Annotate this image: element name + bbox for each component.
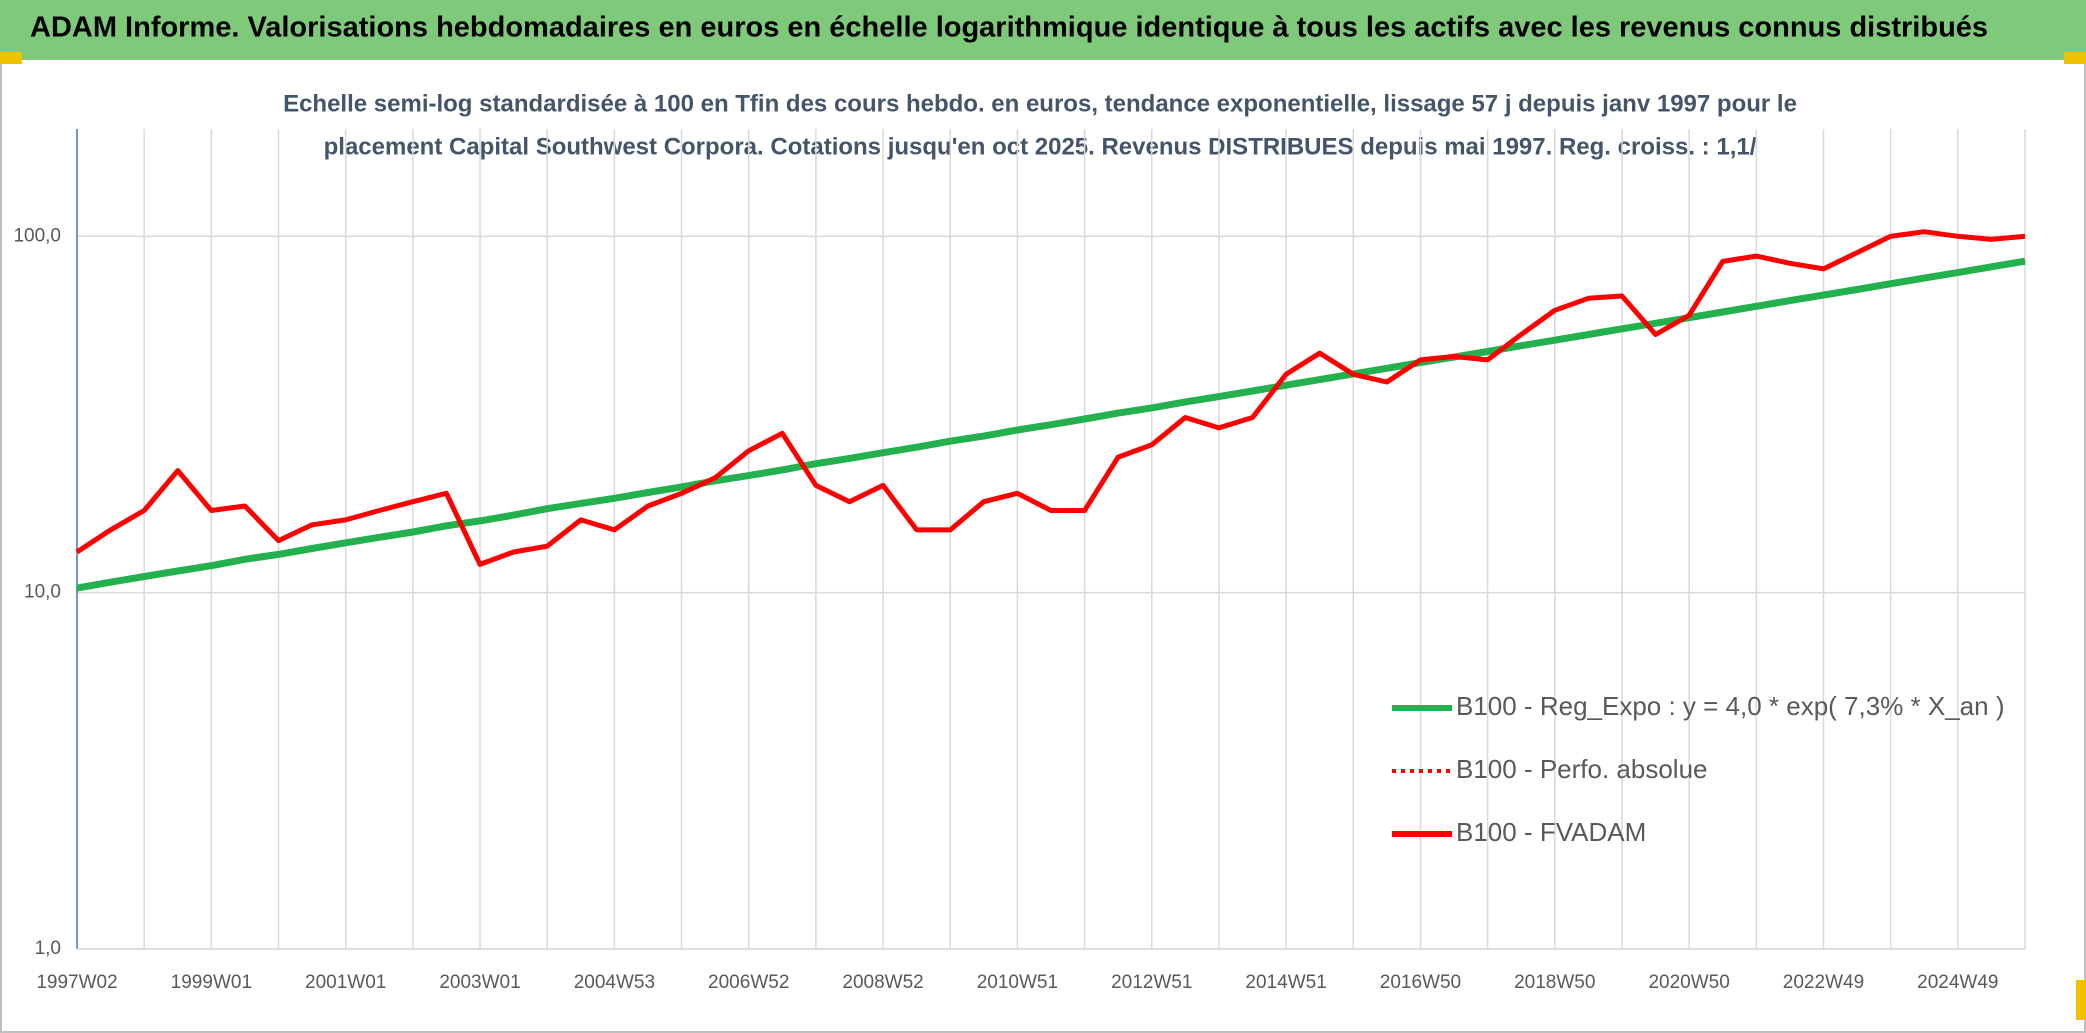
legend-label: B100 - Perfo. absolue [1456, 754, 1708, 784]
corner [0, 52, 22, 64]
series-line [76, 257, 2026, 592]
x-tick-label: 2012W51 [1111, 972, 1192, 993]
x-tick-label: 2014W51 [1245, 972, 1326, 993]
x-tick-label: 1997W02 [36, 972, 117, 993]
x-tick-label: 1999W01 [171, 972, 252, 993]
header-bar [0, 0, 2086, 60]
x-tick-label: 2010W51 [977, 972, 1058, 993]
x-tick-label: 2008W52 [842, 972, 923, 993]
x-tick-label: 2020W50 [1648, 972, 1729, 993]
legend-label: B100 - Reg_Expo : y = 4,0 * exp( 7,3% * … [1456, 691, 2005, 721]
x-tick-label: 2003W01 [439, 972, 520, 993]
corner [2076, 980, 2086, 1020]
x-tick-label: 2001W01 [305, 972, 386, 993]
y-tick-label: 10,0 [24, 582, 61, 603]
subtitle: Echelle semi-log standardisée à 100 en T… [283, 90, 1797, 117]
x-tick-label: 2006W52 [708, 972, 789, 993]
x-tick-label: 2016W50 [1380, 972, 1461, 993]
x-tick-label: 2022W49 [1783, 972, 1864, 993]
x-tick-label: 2004W53 [574, 972, 655, 993]
header-title: ADAM Informe. Valorisations hebdomadaire… [30, 12, 1988, 44]
x-tick-label: 2018W50 [1514, 972, 1595, 993]
subtitle: placement Capital Southwest Corpora. Cot… [324, 133, 1757, 160]
y-tick-label: 1,0 [35, 938, 61, 959]
x-tick-label: 2024W49 [1917, 972, 1998, 993]
legend-label: B100 - FVADAM [1456, 817, 1646, 847]
series-line [75, 229, 2026, 567]
y-tick-label: 100,0 [13, 225, 61, 246]
corner [2064, 52, 2086, 64]
